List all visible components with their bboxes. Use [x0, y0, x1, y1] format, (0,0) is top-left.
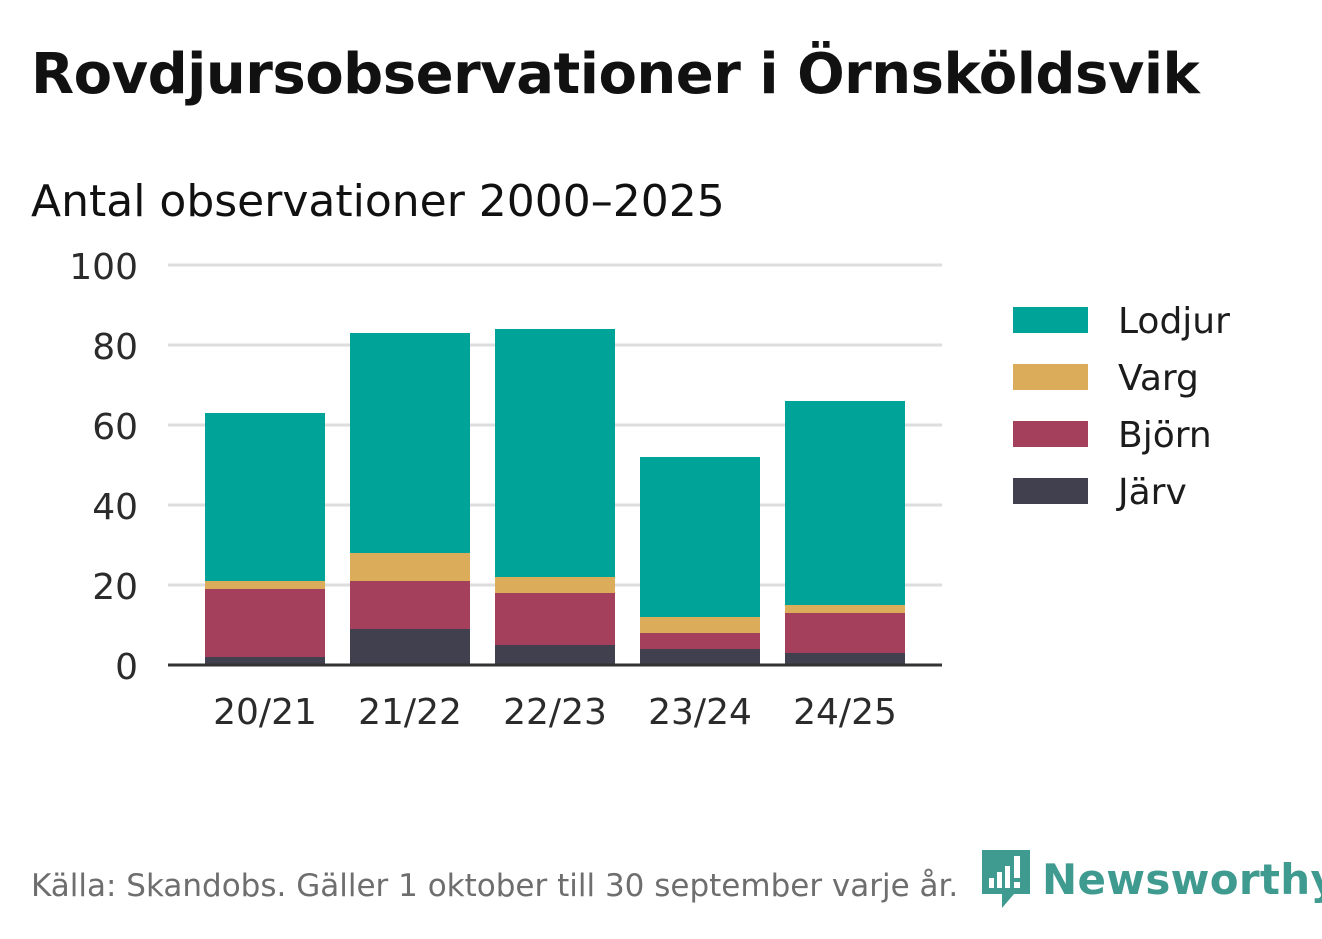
bar-Varg-24/25	[785, 605, 905, 613]
legend-label-Järv: Järv	[1116, 472, 1187, 513]
legend-swatch-Varg	[1013, 364, 1088, 390]
x-tick-label-22/23: 22/23	[503, 692, 607, 733]
y-tick-label-40: 40	[92, 487, 138, 528]
bar-Järv-24/25	[785, 653, 905, 665]
bar-Björn-22/23	[495, 593, 615, 645]
x-tick-label-21/22: 21/22	[358, 692, 462, 733]
chart-title: Rovdjursobservationer i Örnsköldsvik	[31, 42, 1200, 107]
bar-Björn-20/21	[205, 589, 325, 657]
bar-Lodjur-20/21	[205, 413, 325, 581]
bar-Lodjur-24/25	[785, 401, 905, 605]
bar-Varg-21/22	[350, 553, 470, 581]
chart-subtitle: Antal observationer 2000–2025	[31, 176, 725, 227]
legend-swatch-Lodjur	[1013, 307, 1088, 333]
x-axis: 20/21 21/22 22/23 23/24 24/25	[168, 663, 942, 733]
bar-Järv-21/22	[350, 629, 470, 665]
newsworthy-logo[interactable]: Newsworthy	[980, 848, 1322, 910]
bar-Varg-23/24	[640, 617, 760, 633]
bar-Lodjur-21/22	[350, 333, 470, 553]
legend-swatch-Björn	[1013, 421, 1088, 447]
bar-Järv-20/21	[205, 657, 325, 665]
legend-swatch-Järv	[1013, 478, 1088, 504]
legend: Lodjur Varg Björn Järv	[1013, 301, 1230, 513]
source-note: Källa: Skandobs. Gäller 1 oktober till 3…	[31, 868, 959, 904]
bars	[205, 329, 905, 665]
bar-Lodjur-23/24	[640, 457, 760, 617]
y-axis-ticks: 0 20 40 60 80 100	[69, 247, 138, 688]
bar-Björn-21/22	[350, 581, 470, 629]
x-tick-label-20/21: 20/21	[213, 692, 317, 733]
bar-Varg-20/21	[205, 581, 325, 589]
bar-Lodjur-22/23	[495, 329, 615, 577]
bar-Varg-22/23	[495, 577, 615, 593]
y-tick-label-80: 80	[92, 327, 138, 368]
bar-Björn-24/25	[785, 613, 905, 653]
y-tick-label-60: 60	[92, 407, 138, 448]
bar-Björn-23/24	[640, 633, 760, 649]
y-tick-label-0: 0	[115, 647, 138, 688]
legend-label-Varg: Varg	[1118, 358, 1199, 399]
x-tick-label-23/24: 23/24	[648, 692, 752, 733]
y-tick-label-20: 20	[92, 567, 138, 608]
brand-name: Newsworthy	[1042, 854, 1322, 904]
y-tick-label-100: 100	[69, 247, 138, 288]
x-tick-label-24/25: 24/25	[793, 692, 897, 733]
bar-Järv-23/24	[640, 649, 760, 665]
bar-chart-speech-bubble-icon	[982, 850, 1030, 908]
bar-Järv-22/23	[495, 645, 615, 665]
legend-label-Lodjur: Lodjur	[1118, 301, 1230, 342]
legend-label-Björn: Björn	[1118, 415, 1212, 456]
